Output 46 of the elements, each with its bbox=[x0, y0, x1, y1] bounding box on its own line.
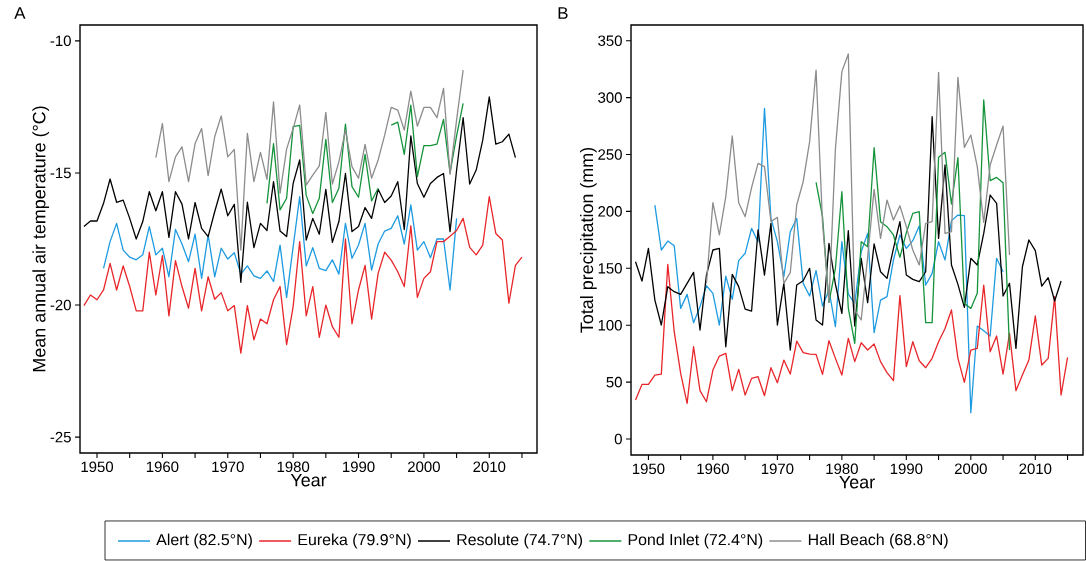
y-tick-label: 0 bbox=[614, 433, 622, 445]
x-tick-label: 2000 bbox=[408, 461, 440, 473]
line-series bbox=[83, 196, 523, 354]
y-tick-label: -15 bbox=[50, 167, 71, 179]
x-tick-label: 1990 bbox=[343, 461, 375, 473]
y-tick-label: -10 bbox=[50, 35, 71, 47]
y-axis-title: Mean annual air temperature (°C) bbox=[32, 106, 50, 372]
y-tick-label: 300 bbox=[598, 92, 622, 103]
x-axis-title: Year bbox=[839, 475, 875, 489]
chart-title: B bbox=[558, 7, 568, 19]
x-tick-label: 1980 bbox=[826, 463, 858, 475]
y-tick-label: 350 bbox=[598, 35, 622, 46]
x-tick-label: 2010 bbox=[1019, 463, 1052, 475]
legend-label: Resolute (74.7°N) bbox=[457, 533, 583, 549]
chart-title: A bbox=[14, 7, 26, 19]
legend-label: Alert (82.5°N) bbox=[156, 533, 252, 549]
x-tick-label: 1970 bbox=[212, 461, 244, 473]
line-series bbox=[705, 53, 1011, 321]
x-tick-label: 1990 bbox=[890, 463, 923, 475]
line-series bbox=[155, 69, 464, 251]
line-series bbox=[634, 116, 1062, 351]
line-series bbox=[654, 107, 1004, 414]
legend-label: Hall Beach (68.8°N) bbox=[808, 533, 948, 549]
y-tick-label: 250 bbox=[598, 149, 622, 160]
x-tick-label: 2010 bbox=[473, 461, 506, 473]
x-axis-title: Year bbox=[290, 473, 327, 487]
x-tick-label: 1980 bbox=[277, 461, 310, 473]
x-tick-label: 1960 bbox=[697, 463, 729, 475]
x-tick-label: 2000 bbox=[954, 463, 987, 475]
x-tick-label: 1950 bbox=[632, 463, 665, 475]
y-tick-label: 200 bbox=[598, 206, 622, 217]
y-tick-label: 100 bbox=[598, 319, 622, 331]
line-series bbox=[634, 263, 1069, 405]
line-series bbox=[815, 99, 1011, 351]
y-tick-label: 150 bbox=[598, 263, 622, 274]
line-series bbox=[102, 196, 458, 299]
line-series bbox=[83, 96, 517, 283]
y-tick-label: -20 bbox=[50, 299, 71, 311]
y-axis-title: Total precipitation (mm) bbox=[580, 147, 597, 333]
x-tick-label: 1960 bbox=[146, 461, 179, 473]
x-tick-label: 1950 bbox=[81, 461, 114, 473]
y-tick-label: -25 bbox=[50, 431, 71, 443]
x-tick-label: 1970 bbox=[761, 463, 794, 475]
legend-label: Pond Inlet (72.4°N) bbox=[628, 533, 763, 549]
legend-label: Eureka (79.9°N) bbox=[298, 533, 411, 549]
y-tick-label: 50 bbox=[606, 376, 622, 388]
